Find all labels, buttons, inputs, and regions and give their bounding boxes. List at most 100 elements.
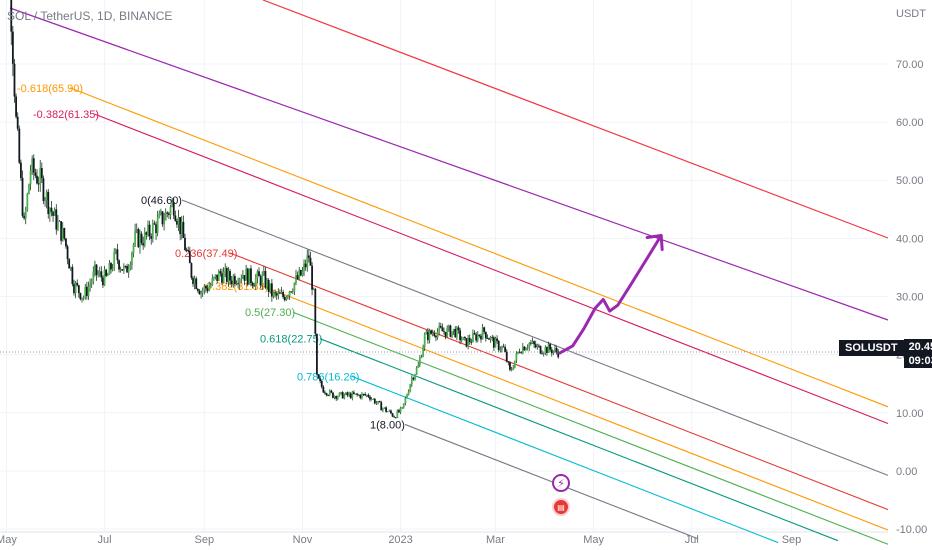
candle-body xyxy=(473,333,476,335)
candle-body xyxy=(449,325,452,337)
candle-body xyxy=(435,335,437,338)
fib-level-line xyxy=(351,375,779,544)
candle-body xyxy=(116,249,119,261)
candle-body xyxy=(354,393,357,395)
candle-body xyxy=(320,381,323,387)
candle-body xyxy=(341,392,344,399)
candle-body xyxy=(225,268,228,282)
candle-body xyxy=(348,393,350,396)
candle-body xyxy=(71,267,74,284)
candle-body xyxy=(423,334,426,348)
candle-body xyxy=(550,349,553,354)
candle-body xyxy=(34,172,37,176)
candle-body xyxy=(66,246,69,260)
candle-body xyxy=(452,328,455,332)
price-tag-value-box: 20.45 09:03 xyxy=(903,339,932,368)
candle-body xyxy=(89,283,91,287)
candle-body xyxy=(539,345,542,354)
candle-body xyxy=(338,392,341,397)
candle-body xyxy=(465,338,468,347)
candle-body xyxy=(267,279,270,292)
candle-body xyxy=(349,393,352,399)
candle-body xyxy=(472,333,474,342)
candle-body xyxy=(549,344,552,350)
candle-body xyxy=(31,158,34,171)
candle-body xyxy=(270,283,273,297)
candle-body xyxy=(229,271,231,281)
us-flag-icon[interactable]: ▤ xyxy=(552,498,570,516)
candle-body xyxy=(534,344,537,348)
candle-body xyxy=(433,333,436,336)
candle-body xyxy=(486,338,489,340)
candle-body xyxy=(357,394,360,396)
candle-body xyxy=(325,393,328,396)
candle-body xyxy=(480,335,482,340)
candle-body xyxy=(291,291,294,293)
candle-body xyxy=(303,263,305,271)
candle-body xyxy=(264,270,267,288)
candle-body xyxy=(200,292,202,295)
candle-body xyxy=(446,328,449,337)
x-tick-label: May xyxy=(0,534,17,546)
candle-body xyxy=(151,223,154,239)
candle-body xyxy=(494,338,497,348)
candle-body xyxy=(103,269,106,286)
candle-body xyxy=(84,286,87,298)
candle-body xyxy=(510,369,513,371)
fib-level-label: 0.5(27.30) xyxy=(245,307,295,319)
candle-body xyxy=(488,338,490,340)
candle-body xyxy=(279,292,281,294)
candle-body xyxy=(32,158,35,173)
fib-level-label: 0(46.60) xyxy=(141,195,182,207)
candle-body xyxy=(110,263,112,270)
candle-body xyxy=(314,288,317,334)
candle-body xyxy=(63,228,66,239)
candle-body xyxy=(258,271,260,277)
candle-body xyxy=(317,374,320,379)
candle-body xyxy=(69,267,72,269)
candle-body xyxy=(58,221,61,222)
candle-body xyxy=(44,200,46,202)
candle-body xyxy=(237,283,239,285)
candle-body xyxy=(148,224,151,237)
candle-body xyxy=(254,277,257,287)
candle-body xyxy=(417,364,420,368)
candle-body xyxy=(206,288,209,291)
candle-body xyxy=(217,271,220,281)
candle-body xyxy=(404,397,407,404)
candle-body xyxy=(455,327,458,338)
candle-body xyxy=(55,209,58,230)
candle-body xyxy=(81,297,83,300)
candle-body xyxy=(13,63,16,97)
candle-body xyxy=(414,374,416,380)
candle-body xyxy=(299,269,302,276)
flash-icon[interactable]: ⚡ xyxy=(552,474,570,492)
candle-body xyxy=(50,207,53,212)
price-tag-symbol: SOLUSDT xyxy=(839,340,904,356)
candle-body xyxy=(122,265,125,271)
candle-body xyxy=(208,286,211,291)
fib-level-line xyxy=(229,252,889,511)
candle-body xyxy=(192,277,194,284)
candle-body xyxy=(177,217,180,225)
candle-body xyxy=(224,268,227,272)
candle-body xyxy=(11,31,14,64)
candle-body xyxy=(497,340,500,350)
fib-level-line xyxy=(181,199,889,476)
candle-body xyxy=(483,327,486,332)
projection-arrowhead xyxy=(645,233,664,251)
chart-header-title: SOL / TetherUS, 1D, BINANCE xyxy=(7,9,173,23)
candle-body xyxy=(427,331,429,341)
candle-body xyxy=(163,220,165,225)
candle-body xyxy=(188,251,191,264)
candle-body xyxy=(76,282,79,286)
candle-body xyxy=(235,283,238,285)
candle-body xyxy=(39,167,42,185)
candle-body xyxy=(533,341,535,345)
fib-level-label: 0.786(16.26) xyxy=(297,371,359,383)
candle-body xyxy=(306,255,309,268)
candle-body xyxy=(131,253,133,265)
candle-body xyxy=(309,257,312,266)
candle-body xyxy=(293,282,296,292)
